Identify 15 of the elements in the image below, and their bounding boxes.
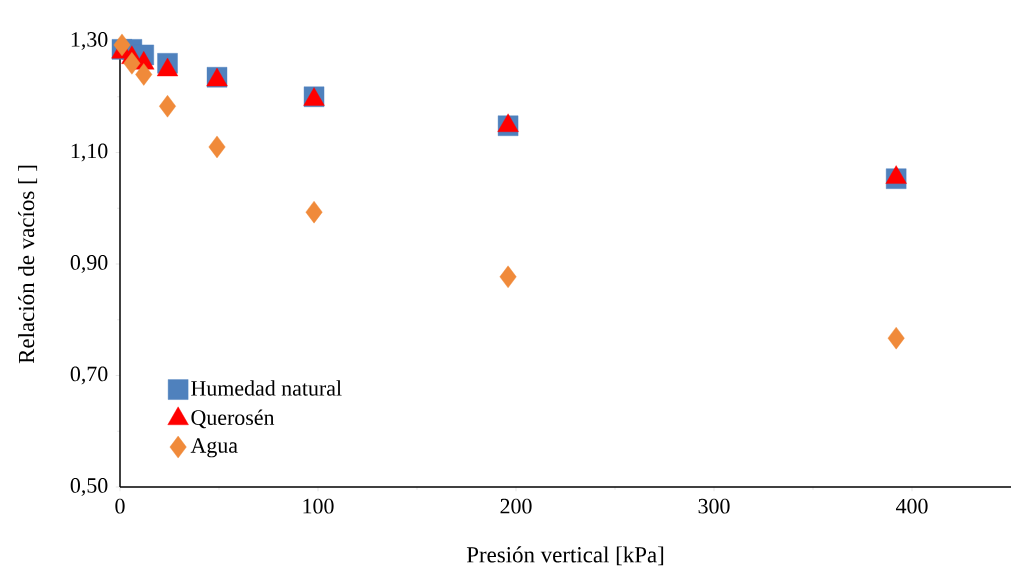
y-tick-label: 0,70 [70, 366, 108, 385]
x-axis-title: Presión vertical [kPa] [466, 546, 664, 566]
x-tick-label: 400 [895, 498, 928, 514]
legend-label: Agua [190, 438, 238, 458]
y-tick-label: 1,30 [71, 32, 108, 50]
legend-label: Querosén [191, 409, 275, 429]
y-tick-label: 0,90 [70, 255, 108, 273]
y-tick-label: 1,10 [71, 143, 108, 162]
x-tick-label: 100 [303, 498, 334, 514]
x-tick-label: 300 [698, 498, 730, 514]
x-tick-label: 200 [500, 498, 532, 514]
x-tick-label: 0 [115, 498, 125, 514]
legend-label: Humedad natural [191, 380, 342, 396]
y-tick-label: 0,50 [70, 478, 108, 496]
y-axis-title: Relación de vacíos [ ] [18, 165, 38, 364]
